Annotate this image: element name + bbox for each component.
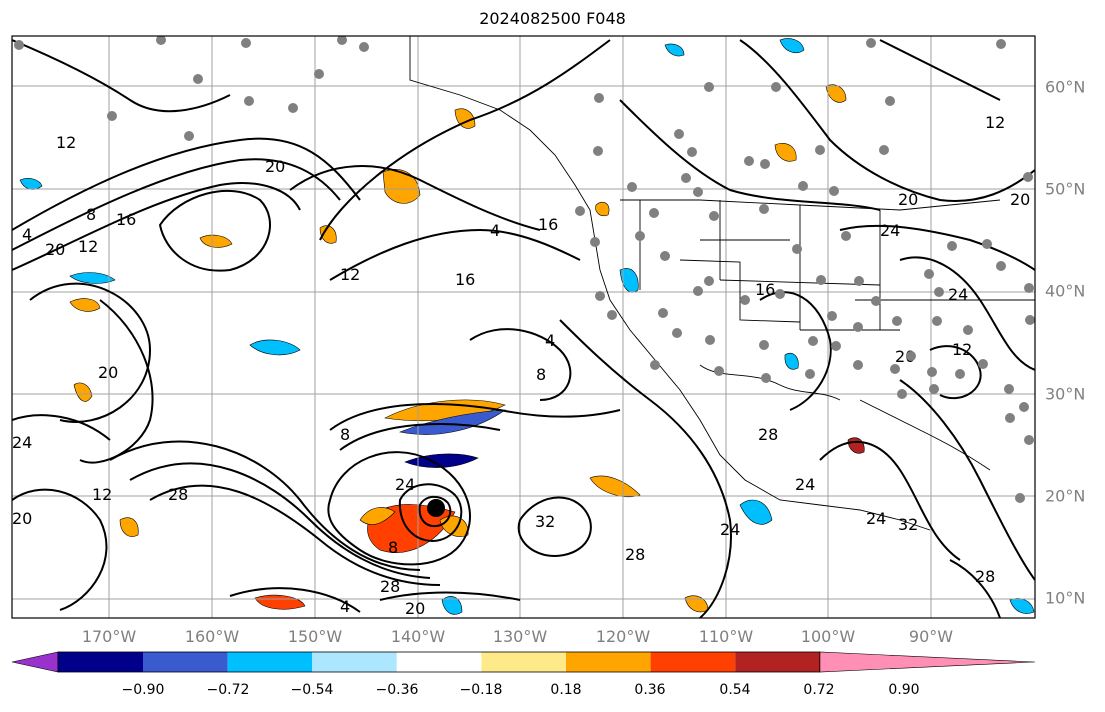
lat-label: 50°N [1045,179,1086,199]
map-frame [11,35,1036,619]
contour-label: 20 [1010,190,1030,209]
contour-label: 28 [168,485,188,504]
contour-label: 16 [755,280,775,299]
contour-label: 4 [340,597,350,616]
colorbar-tick-label: −0.72 [206,682,250,698]
contour-label: 8 [388,538,398,557]
colorbar-outline [57,651,821,673]
lon-label: 150°W [287,627,343,646]
contour-label: 12 [92,485,112,504]
colorbar-segment [312,652,397,672]
contour-label: 24 [720,520,740,539]
contour-label: 12 [340,265,360,284]
colorbar-segment [566,652,651,672]
contour-label: 28 [625,545,645,564]
colorbar-tick-label: −0.18 [459,682,503,698]
contour-label: 4 [545,331,555,350]
lon-label: 120°W [595,627,651,646]
colorbar-segment [481,652,566,672]
map-title: 2024082500 F048 [479,9,626,28]
lon-label: 100°W [800,627,856,646]
lon-label: 130°W [492,627,548,646]
colorbar-tick-label: −0.90 [121,682,165,698]
lat-label: 60°N [1045,77,1086,97]
contours [12,39,1035,618]
contour-label: 8 [340,425,350,444]
contour-label: 12 [985,113,1005,132]
lon-label: 90°W [908,627,954,646]
lat-label: 20°N [1045,486,1086,506]
colorbar-segment [735,652,820,672]
contour-label: 4 [490,221,500,240]
colorbar-segment [650,652,736,672]
contour-label: 20 [405,599,425,618]
contour-label: 20 [98,363,118,382]
contour-labels: 12 20 8 16 12 4 16 12 20 16 4 20 20 24 1… [12,113,1030,618]
map-background [12,36,1035,618]
lon-label: 110°W [698,627,754,646]
contour-label: 32 [898,515,918,534]
colorbar-tick-label: 0.72 [803,682,835,698]
station-markers [14,36,1035,503]
colorbar-tick-label: −0.54 [290,682,334,698]
lat-label: 30°N [1045,384,1086,404]
contour-label: 28 [975,567,995,586]
colorbar-tick-label: 0.18 [550,682,582,698]
contour-label: 28 [758,425,778,444]
contour-label: 20 [45,240,65,259]
lat-label: 10°N [1045,588,1086,608]
contour-label: 24 [866,509,886,528]
colorbar-segment [227,652,313,672]
contour-label: 32 [535,512,555,531]
contour-label: 24 [12,433,32,452]
colorbar-extend-high [819,651,1036,673]
colorbar [11,651,1036,673]
contour-label: 8 [536,365,546,384]
lon-label: 170°W [81,627,137,646]
contour-label: 28 [380,577,400,596]
contour-label: 16 [538,215,558,234]
contour-label: 20 [265,157,285,176]
contour-label: 12 [56,133,76,152]
colorbar-tick-label: 0.90 [888,682,920,698]
colorbar-tick-label: 0.36 [634,682,666,698]
contour-label: 20 [12,509,32,528]
contour-label: 24 [948,285,968,304]
contour-label: 8 [86,205,96,224]
lon-label: 140°W [390,627,446,646]
map-grid [12,36,1035,618]
colorbar-segment [143,652,228,672]
colorbar-tick-label: 0.54 [719,682,751,698]
colorbar-segment [58,652,143,672]
colorbar-extend-low [11,651,59,673]
contour-label: 12 [78,237,98,256]
lon-label: 160°W [184,627,240,646]
contour-label: 20 [898,190,918,209]
lat-label: 40°N [1045,281,1086,301]
colorbar-segment [396,652,482,672]
contour-label: 4 [22,225,32,244]
contour-label: 12 [952,340,972,359]
contour-label: 24 [880,221,900,240]
contour-label: 24 [395,475,415,494]
contour-label: 24 [795,475,815,494]
colorbar-tick-label: −0.36 [375,682,419,698]
contour-label: 16 [455,270,475,289]
contour-label: 16 [116,210,136,229]
storm-center-marker [427,499,445,517]
